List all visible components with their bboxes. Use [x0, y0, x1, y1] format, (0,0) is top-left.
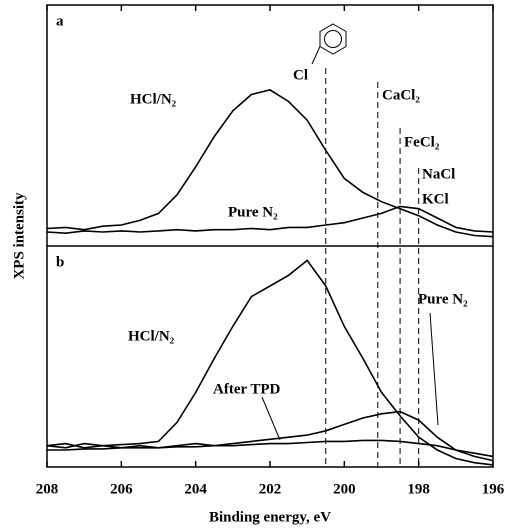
reference-label: Cl [293, 67, 308, 83]
x-axis-label: Binding energy, eV [209, 509, 331, 525]
benzene-ring [311, 23, 347, 65]
series-label: After TPD [213, 381, 281, 397]
x-tick-label: 202 [259, 481, 282, 497]
leader-line [429, 312, 439, 426]
x-tick-label: 196 [482, 481, 505, 497]
x-tick-label: 198 [407, 481, 430, 497]
reference-label: CaCl₂ [382, 87, 420, 103]
x-tick-label: 204 [184, 481, 207, 497]
x-tick-label: 206 [110, 481, 133, 497]
y-axis-label: XPS intensity [11, 192, 27, 280]
x-tick-label: 208 [36, 481, 59, 497]
leader-line [261, 396, 281, 441]
reference-label: NaCl [422, 166, 455, 182]
series-line [46, 259, 494, 466]
series-label: HCl/N₂ [130, 91, 177, 107]
plot-frame [46, 4, 494, 468]
series-label: Pure N₂ [418, 291, 468, 307]
series-line [46, 89, 494, 238]
series-label: HCl/N₂ [128, 328, 175, 344]
panel-label: b [56, 254, 64, 270]
reference-label: KCl [422, 191, 449, 207]
reference-label: FeCl₂ [404, 134, 440, 150]
series-line [46, 410, 494, 462]
panel-label: a [56, 13, 64, 29]
series-label: Pure N₂ [228, 204, 278, 220]
x-tick-label: 200 [333, 481, 356, 497]
